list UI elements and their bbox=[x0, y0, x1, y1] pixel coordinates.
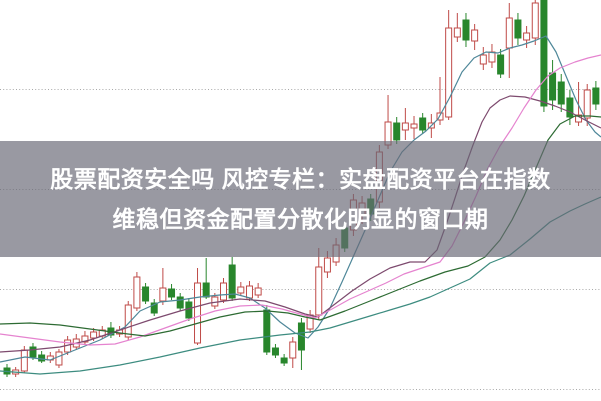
candle-body bbox=[514, 19, 522, 39]
candle-body bbox=[289, 341, 297, 359]
candle-body bbox=[142, 286, 150, 302]
candle-body bbox=[263, 309, 271, 353]
candle-body bbox=[497, 54, 505, 75]
candle-body bbox=[20, 349, 28, 372]
candle-body bbox=[592, 87, 600, 105]
candle-body bbox=[479, 54, 487, 65]
candle-body bbox=[271, 347, 279, 356]
candle-body bbox=[531, 2, 539, 39]
candle-body bbox=[237, 286, 245, 294]
candle-body bbox=[55, 351, 63, 366]
headline-overlay-band: 股票配资安全吗 风控专栏：实盘配资平台在指数 维稳但资金配置分散化明显的窗口期 bbox=[0, 141, 601, 257]
headline-line-2: 维稳但资金配置分散化明显的窗口期 bbox=[112, 206, 489, 232]
ma-purple bbox=[0, 95, 601, 353]
candle-body bbox=[523, 32, 531, 41]
candle-body bbox=[176, 296, 184, 309]
candle-body bbox=[315, 266, 323, 316]
candle-body bbox=[393, 122, 401, 141]
candle-body bbox=[202, 282, 210, 298]
headline-line-1: 股票配资安全吗 风控专栏：实盘配资平台在指数 bbox=[50, 166, 551, 192]
candle-body bbox=[488, 51, 496, 63]
candle-body bbox=[194, 282, 202, 344]
candle-body bbox=[38, 354, 46, 362]
candle-body bbox=[505, 17, 513, 49]
candle-body bbox=[159, 287, 167, 302]
candle-body bbox=[254, 287, 262, 296]
candle-body bbox=[453, 27, 461, 38]
candle-body bbox=[540, 0, 548, 107]
ma-pink bbox=[0, 54, 601, 346]
candle-body bbox=[150, 302, 158, 314]
candle-body bbox=[220, 282, 227, 301]
candle-body bbox=[549, 72, 557, 101]
candle-body bbox=[462, 19, 470, 41]
candle-body bbox=[566, 97, 574, 118]
candle-body bbox=[583, 89, 591, 119]
candle-body bbox=[81, 335, 89, 343]
candle-body bbox=[471, 29, 479, 42]
candle-body bbox=[323, 257, 331, 273]
candle-body bbox=[228, 264, 236, 299]
candle-body bbox=[557, 81, 565, 105]
candle-body bbox=[29, 346, 37, 358]
candle-body bbox=[280, 357, 288, 364]
candle-body bbox=[185, 301, 193, 319]
candle-body bbox=[419, 117, 427, 131]
candle-body bbox=[168, 288, 176, 298]
candle-body bbox=[133, 276, 141, 309]
candle-body bbox=[445, 27, 453, 118]
candle-body bbox=[410, 123, 418, 129]
candle-body bbox=[401, 122, 409, 131]
candle-body bbox=[245, 285, 253, 299]
candle-body bbox=[90, 331, 98, 339]
